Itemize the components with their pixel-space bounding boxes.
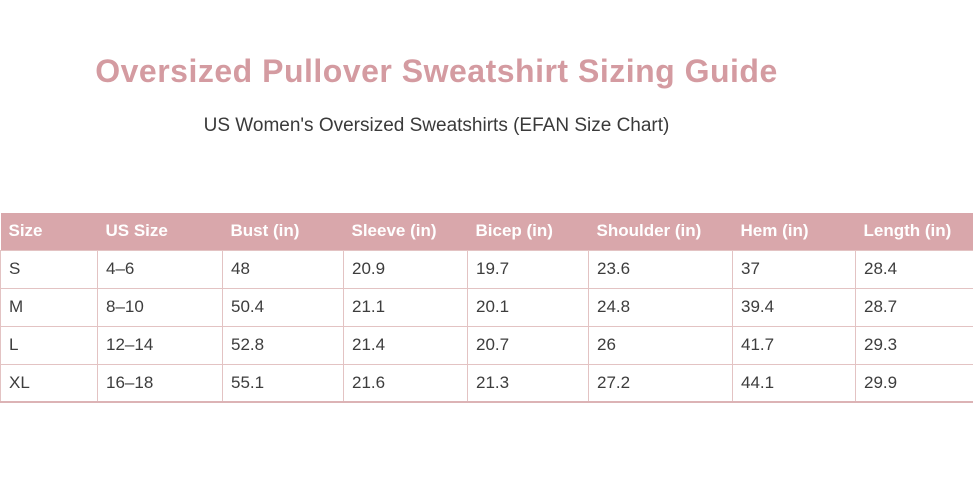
table-cell: 21.4 xyxy=(343,325,468,365)
table-cell: 41.7 xyxy=(732,325,856,365)
page-subtitle: US Women's Oversized Sweatshirts (EFAN S… xyxy=(203,114,670,136)
table-cell: 19.7 xyxy=(467,249,589,289)
column-header: Length (in) xyxy=(855,213,973,250)
table-cell: L xyxy=(0,325,98,365)
table-cell: S xyxy=(0,249,98,289)
table-cell: 44.1 xyxy=(732,363,856,403)
sizing-table: Size US Size Bust (in) Sleeve (in) Bicep (in… xyxy=(0,213,973,403)
table-cell: 24.8 xyxy=(588,287,733,327)
column-header: Sleeve (in) xyxy=(343,213,468,250)
table-cell: 21.6 xyxy=(343,363,468,403)
table-cell: 20.7 xyxy=(467,325,589,365)
table-cell: 28.7 xyxy=(855,287,973,327)
table-cell: 16–18 xyxy=(97,363,223,403)
table-cell: 29.3 xyxy=(855,325,973,365)
table-row: M 8–10 50.4 21.1 20.1 24.8 39.4 28.7 xyxy=(0,287,973,327)
table-cell: M xyxy=(0,287,98,327)
table-cell: 20.9 xyxy=(343,249,468,289)
table-cell: 55.1 xyxy=(222,363,344,403)
table-cell: XL xyxy=(0,363,98,403)
column-header: Bust (in) xyxy=(222,213,344,250)
column-header: Shoulder (in) xyxy=(588,213,733,250)
table-cell: 23.6 xyxy=(588,249,733,289)
table-cell: 12–14 xyxy=(97,325,223,365)
table-cell: 37 xyxy=(732,249,856,289)
table-cell: 27.2 xyxy=(588,363,733,403)
page-title: Oversized Pullover Sweatshirt Sizing Gui… xyxy=(95,53,778,89)
table-cell: 50.4 xyxy=(222,287,344,327)
column-header: Hem (in) xyxy=(732,213,856,250)
table-cell: 52.8 xyxy=(222,325,344,365)
table-cell: 21.3 xyxy=(467,363,589,403)
table-cell: 48 xyxy=(222,249,344,289)
table-row: S 4–6 48 20.9 19.7 23.6 37 28.4 xyxy=(0,249,973,289)
table-row: XL 16–18 55.1 21.6 21.3 27.2 44.1 29.9 xyxy=(0,363,973,403)
table-body: S 4–6 48 20.9 19.7 23.6 37 28.4 M 8–10 50.4 21.1 20.… xyxy=(0,249,973,403)
table-header-row: Size US Size Bust (in) Sleeve (in) Bicep (in… xyxy=(0,213,973,250)
table-cell: 20.1 xyxy=(467,287,589,327)
column-header: US Size xyxy=(97,213,223,250)
table-cell: 28.4 xyxy=(855,249,973,289)
header-block: Oversized Pullover Sweatshirt Sizing Gui… xyxy=(0,0,873,137)
table-cell: 4–6 xyxy=(97,249,223,289)
column-header: Size xyxy=(0,213,98,250)
table-cell: 39.4 xyxy=(732,287,856,327)
table-row: L 12–14 52.8 21.4 20.7 26 41.7 29.3 xyxy=(0,325,973,365)
table-cell: 26 xyxy=(588,325,733,365)
table-cell: 8–10 xyxy=(97,287,223,327)
column-header: Bicep (in) xyxy=(467,213,589,250)
table-cell: 21.1 xyxy=(343,287,468,327)
table-cell: 29.9 xyxy=(855,363,973,403)
